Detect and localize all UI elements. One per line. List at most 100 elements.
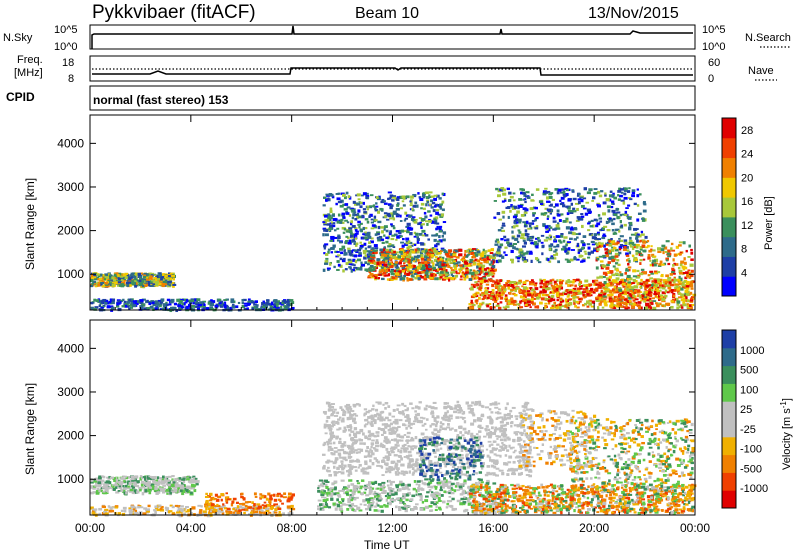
echo-cell (624, 301, 628, 305)
echo-cell (578, 232, 581, 236)
echo-cell (573, 256, 577, 260)
echo-cell (138, 279, 142, 283)
echo-cell (325, 198, 329, 202)
echo-cell (512, 299, 517, 303)
echo-cell (512, 225, 516, 229)
echo-cell (385, 236, 389, 240)
echo-cell (468, 251, 471, 256)
echo-cell (263, 511, 268, 515)
echo-cell (285, 307, 288, 311)
echo-cell (645, 279, 649, 282)
echo-cell (117, 512, 121, 516)
echo-cell (486, 304, 490, 308)
echo-cell (249, 511, 253, 514)
echo-cell (381, 230, 384, 234)
echo-cell (154, 487, 158, 491)
echo-cell (209, 492, 213, 496)
echo-cell (378, 264, 382, 267)
echo-cell (379, 273, 382, 276)
echo-cell (642, 200, 646, 204)
echo-cell (584, 302, 588, 306)
echo-cell (417, 248, 421, 252)
echo-cell (242, 497, 246, 501)
echo-cell (620, 199, 625, 202)
echo-cell (171, 513, 176, 516)
echo-cell (413, 231, 417, 235)
echo-cell (572, 280, 575, 283)
echo-cell (139, 299, 144, 303)
echo-cell (690, 303, 695, 307)
echo-cell (104, 276, 109, 280)
echo-cell (670, 300, 674, 303)
echo-cell (530, 298, 534, 302)
power-colorbar-label: Power [dB] (763, 196, 775, 250)
echo-cell (603, 201, 607, 204)
echo-cell (562, 204, 566, 208)
echo-cell (637, 294, 641, 298)
echo-cell (626, 306, 630, 309)
echo-cell (124, 276, 128, 280)
echo-cell (517, 281, 522, 285)
echo-cell (601, 297, 604, 301)
echo-cell (558, 281, 564, 285)
echo-cell (570, 284, 574, 287)
echo-cell (616, 281, 621, 284)
echo-cell (325, 253, 329, 256)
echo-cell (618, 280, 623, 285)
echo-cell (105, 489, 109, 493)
echo-cell (599, 275, 603, 279)
echo-cell (651, 297, 655, 300)
echo-cell (422, 192, 426, 196)
echo-cell (360, 261, 363, 264)
echo-cell (154, 280, 160, 284)
echo-cell (542, 223, 546, 227)
echo-cell (125, 281, 129, 284)
echo-cell (167, 272, 172, 275)
echo-cell (100, 280, 104, 283)
echo-cell (472, 263, 476, 266)
echo-cell (562, 219, 567, 223)
echo-cell (622, 201, 626, 205)
echo-cell (124, 475, 127, 478)
echo-cell (488, 303, 492, 305)
echo-cell (578, 297, 582, 301)
echo-cell (324, 262, 329, 265)
echo-cell (611, 288, 615, 291)
echo-cell (570, 226, 574, 230)
echo-cell (572, 197, 577, 201)
echo-cell (644, 306, 649, 310)
echo-cell (458, 248, 463, 252)
echo-cell (210, 496, 215, 500)
echo-cell (384, 254, 389, 257)
echo-cell (565, 282, 568, 285)
echo-cell (504, 299, 508, 303)
echo-cell (510, 288, 514, 291)
echo-cell (484, 272, 489, 276)
echo-cell (595, 287, 599, 291)
echo-cell (330, 235, 335, 240)
echo-cell (160, 481, 163, 485)
echo-cell (576, 278, 580, 282)
echo-cell (382, 251, 386, 255)
echo-cell (596, 231, 600, 235)
echo-cell (616, 298, 620, 302)
beam-title: Beam 10 (355, 5, 419, 22)
echo-cell (499, 293, 504, 296)
echo-cell (447, 258, 451, 262)
echo-cell (242, 502, 246, 505)
echo-cell (241, 298, 244, 302)
echo-cell (605, 198, 610, 202)
echo-cell (165, 508, 169, 512)
echo-cell (405, 257, 410, 260)
echo-cell (120, 273, 124, 276)
echo-cell (551, 278, 555, 282)
echo-cell (689, 263, 694, 267)
echo-cell (221, 512, 225, 516)
echo-cell (559, 202, 564, 206)
echo-cell (172, 283, 177, 286)
echo-cell (188, 299, 193, 303)
y-tick-label: 3000 (57, 180, 84, 194)
echo-cell (556, 243, 560, 247)
echo-cell (160, 505, 164, 509)
